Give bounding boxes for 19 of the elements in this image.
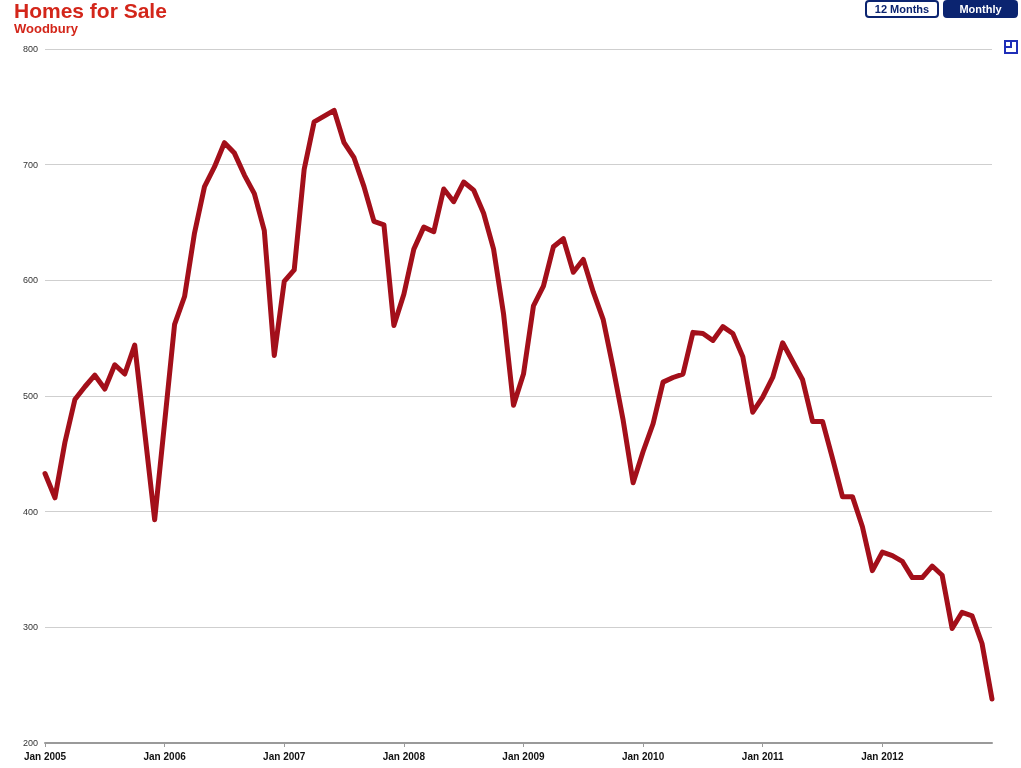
chart-subtitle: Woodbury [14, 21, 79, 36]
y-tick-label: 500 [22, 391, 38, 401]
y-tick-label: 200 [22, 738, 38, 748]
x-tick-label: Jan 2011 [741, 750, 785, 762]
x-tick-label: Jan 2007 [263, 750, 306, 762]
x-tick-label: Jan 2010 [621, 750, 665, 762]
y-tick-label: 400 [22, 506, 38, 517]
chart-title: Homes for Sale [14, 0, 167, 22]
y-tick-label: 300 [22, 622, 38, 633]
y-tick-label: 800 [22, 44, 38, 54]
period-button: 12 Months [865, 0, 939, 18]
x-tick-label: Jan 2012 [861, 750, 904, 762]
x-tick-label: Jan 2009 [502, 750, 546, 762]
y-tick-label: 600 [22, 275, 38, 286]
x-tick-label: Jan 2006 [143, 750, 187, 762]
y-tick-label: 700 [22, 159, 38, 170]
x-tick-label: Jan 2008 [382, 750, 426, 762]
x-tick-label: Jan 2005 [23, 750, 67, 762]
period-button: Monthly [943, 0, 1018, 18]
